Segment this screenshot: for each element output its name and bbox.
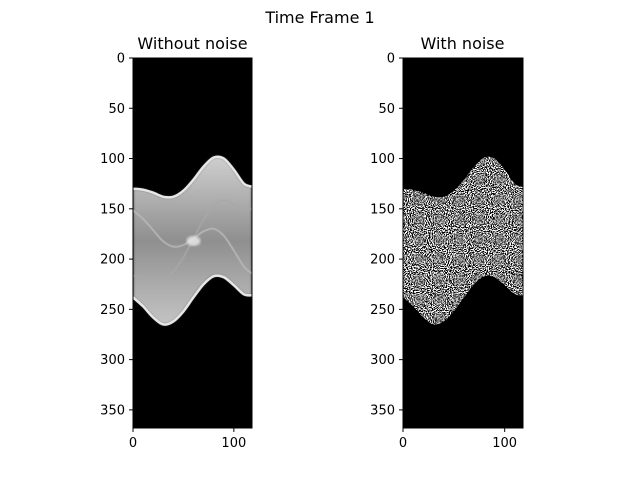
axis-ticks: 0 50 100 150 200 250 300 350 0 100: [100, 52, 246, 452]
y-tick-label: 350: [370, 403, 395, 418]
y-tick-label: 300: [100, 353, 125, 368]
x-tick-label: 100: [492, 436, 517, 451]
band-edge-top: [133, 155, 252, 199]
y-tick-label: 150: [100, 202, 125, 217]
y-tick-label: 150: [370, 202, 395, 217]
y-tick-label: 200: [370, 253, 395, 268]
panel-title-without-noise: Without noise: [137, 34, 247, 53]
axis-ticks: 0 50 100 150 200 250 300 350 0 100: [370, 52, 517, 452]
axes-frame: [402, 57, 524, 429]
y-tick-label: 50: [108, 102, 125, 117]
y-tick-label: 0: [117, 52, 125, 67]
y-tick-label: 0: [387, 52, 395, 67]
x-tick-label: 0: [399, 436, 407, 451]
y-tick-label: 200: [100, 253, 125, 268]
x-tick-label: 100: [221, 436, 246, 451]
panel-with-noise: With noise 0 50 100 150 200 250 300 350 0 100: [370, 34, 524, 452]
y-tick-label: 300: [370, 353, 395, 368]
panel-without-noise: Without noise 0 50 100 150 200 250 300 350 0 100: [100, 34, 253, 452]
y-tick-label: 50: [378, 102, 395, 117]
y-tick-label: 100: [100, 152, 125, 167]
y-tick-label: 250: [370, 303, 395, 318]
band-edge-bottom: [133, 274, 252, 326]
axes-frame: [132, 57, 253, 429]
x-tick-label: 0: [129, 436, 137, 451]
panel-title-with-noise: With noise: [421, 34, 505, 53]
y-tick-label: 350: [100, 403, 125, 418]
y-tick-label: 100: [370, 152, 395, 167]
figure-suptitle: Time Frame 1: [264, 8, 374, 27]
y-tick-label: 250: [100, 303, 125, 318]
bright-spot: [186, 235, 201, 246]
